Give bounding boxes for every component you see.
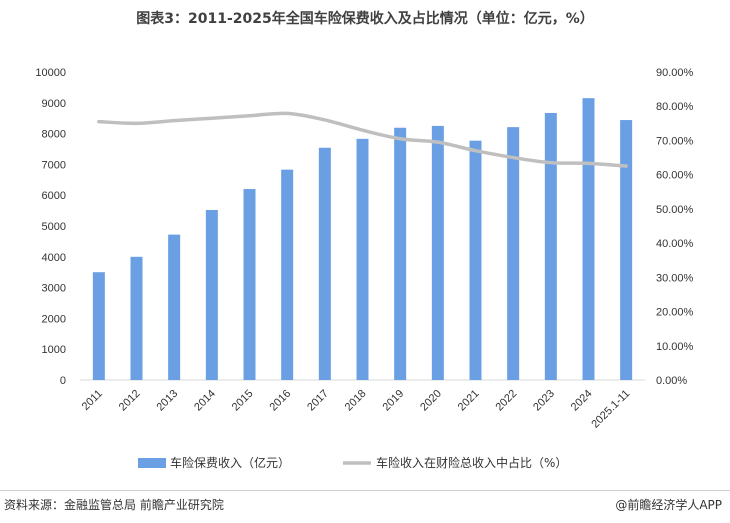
bar — [582, 98, 595, 381]
y-left-tick-label: 0 — [60, 375, 66, 387]
x-tick-label: 2023 — [531, 388, 557, 414]
share-line — [97, 111, 628, 168]
bar — [92, 272, 105, 380]
y-left-tick-label: 2000 — [42, 313, 66, 325]
bar — [205, 209, 218, 380]
y-right-tick-label: 90.00% — [656, 67, 694, 79]
x-tick-label: 2011 — [80, 388, 105, 413]
bar — [318, 147, 331, 380]
legend-bar-label: 车险保费收入（亿元） — [170, 455, 290, 470]
y-right-tick-label: 10.00% — [656, 341, 694, 353]
bar — [469, 140, 482, 380]
bar — [356, 138, 369, 380]
x-tick-label: 2017 — [305, 388, 331, 414]
x-tick-label: 2018 — [343, 388, 369, 414]
y-left-tick-label: 8000 — [42, 129, 66, 141]
source-note: 资料来源：金融监管总局 前瞻产业研究院 — [4, 498, 224, 512]
bar — [394, 127, 407, 380]
legend-bar-swatch — [138, 458, 166, 468]
x-tick-label: 2014 — [192, 388, 218, 414]
y-right-tick-label: 50.00% — [656, 204, 694, 216]
chart-svg: 0 1000 2000 3000 4000 5000 6000 7000 8000 9000 100… — [35, 67, 694, 470]
y-left-tick-label: 6000 — [42, 190, 66, 202]
x-tick-label: 2012 — [117, 388, 143, 414]
y-right-tick-label: 20.00% — [656, 307, 694, 319]
footer-divider — [0, 490, 730, 491]
y-right-tick-label: 60.00% — [656, 170, 694, 182]
y-right-tick-label: 30.00% — [656, 272, 694, 284]
bar — [620, 120, 633, 380]
legend-line-label: 车险收入在财险总收入中占比（%） — [376, 455, 567, 470]
y-right-tick-label: 40.00% — [656, 238, 694, 250]
chart-title: 图表3：2011-2025年全国车险保费收入及占比情况（单位：亿元，%） — [136, 11, 594, 27]
x-tick-label: 2022 — [493, 388, 519, 414]
bar — [431, 125, 444, 381]
y-right-tick-label: 70.00% — [656, 135, 694, 147]
brand-mark: @前瞻经济学人APP — [615, 498, 722, 512]
y-right-tick-label: 0.00% — [656, 375, 687, 387]
bar — [168, 234, 181, 380]
y-right-tick-label: 80.00% — [656, 101, 694, 113]
y-left-tick-label: 1000 — [42, 344, 66, 356]
y-left-tick-label: 4000 — [42, 252, 66, 264]
x-tick-label: 2020 — [418, 388, 444, 414]
x-tick-label: 2021 — [456, 388, 482, 414]
x-tick-label: 2024 — [569, 388, 595, 414]
x-tick-label: 2015 — [230, 388, 256, 414]
bar — [544, 112, 557, 381]
bar — [130, 256, 143, 380]
y-left-tick-label: 9000 — [42, 98, 66, 110]
y-left-tick-label: 5000 — [42, 221, 66, 233]
bar — [507, 127, 520, 380]
x-tick-label: 2016 — [267, 388, 293, 414]
x-tick-label: 2019 — [380, 388, 406, 414]
bar — [243, 189, 256, 380]
bar — [281, 169, 294, 380]
x-tick-label: 2025.1-11 — [589, 388, 632, 431]
y-left-tick-label: 10000 — [35, 67, 66, 79]
y-left-tick-label: 3000 — [42, 283, 66, 295]
x-tick-label: 2013 — [154, 388, 180, 414]
y-left-tick-label: 7000 — [42, 159, 66, 171]
